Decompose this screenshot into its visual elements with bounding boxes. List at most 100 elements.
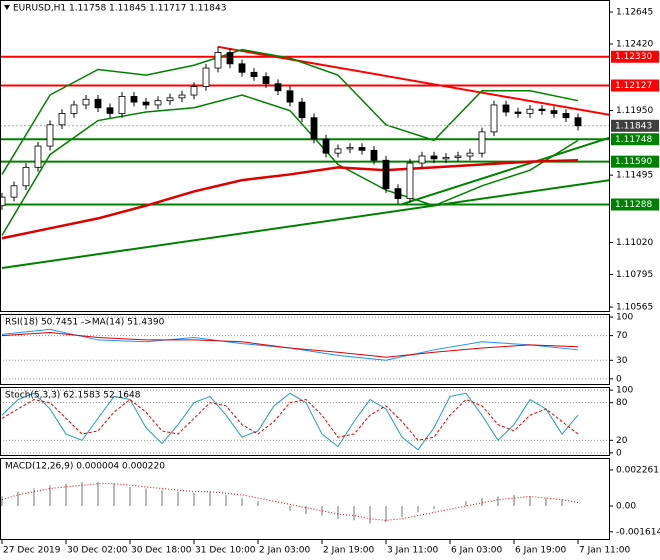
candle-body (130, 96, 138, 103)
level-box (611, 79, 659, 92)
candle-body (190, 86, 198, 96)
line (1, 483, 579, 521)
candle-body (154, 100, 162, 106)
candle-body (214, 52, 222, 69)
candle-body (442, 157, 450, 160)
candle-body (58, 113, 66, 126)
line (1, 392, 579, 451)
x-tick-label: 2 Jan 19:00 (323, 546, 375, 556)
y-tick-label: -0.001614 (616, 527, 660, 537)
y-tick-label: 1.11950 (616, 106, 653, 116)
x-tick-label: 30 Dec 02:00 (67, 546, 128, 556)
candle-body (502, 104, 510, 113)
candle-body (514, 111, 522, 114)
level-box (611, 50, 659, 63)
line (1, 398, 579, 441)
macd-panel (1, 482, 579, 524)
level-box (611, 133, 659, 146)
stoch-panel (0, 389, 610, 454)
x-tick-label: 3 Jan 11:00 (387, 546, 439, 556)
candle-body (34, 145, 42, 168)
x-tick-label: 6 Jan 03:00 (451, 546, 503, 556)
candle-body (82, 98, 90, 106)
panel-frame (0, 387, 610, 456)
candle-body (418, 155, 426, 164)
panel-title: EURUSD,H1 1.11758 1.11845 1.11717 1.1184… (13, 4, 226, 14)
candle-body (322, 138, 330, 154)
candle-body (346, 147, 354, 150)
candle-body (22, 166, 30, 187)
symbol-icon (4, 5, 10, 10)
candle-body (574, 117, 582, 127)
x-tick-label: 7 Jan 11:00 (579, 546, 631, 556)
y-tick-label: 1.10565 (616, 303, 653, 313)
panel-title: MACD(12,26,9) 0.000004 0.000220 (5, 462, 165, 472)
rsi-panel (0, 316, 610, 380)
panel-frame (0, 0, 610, 312)
x-tick-label: 6 Jan 19:00 (515, 546, 567, 556)
candle-body (106, 107, 114, 114)
level-box (611, 155, 659, 168)
candle-body (550, 110, 558, 114)
candle-body (370, 149, 378, 161)
y-tick-label: 100 (616, 313, 633, 323)
y-tick-label: 0.00 (616, 502, 636, 512)
level-label: 1.11590 (615, 157, 652, 167)
line (1, 159, 579, 240)
candle-body (0, 196, 6, 207)
candle-body (406, 162, 414, 199)
candle-body (538, 108, 546, 112)
x-tick-label: 27 Dec 2019 (3, 546, 61, 556)
candle-body (274, 83, 282, 92)
y-tick-label: 30 (616, 356, 628, 366)
level-label: 1.12127 (615, 81, 652, 91)
panel-frame (0, 314, 610, 385)
last-price-label: 1.11843 (615, 121, 652, 131)
y-tick-label: 1.12420 (616, 39, 653, 49)
axes: 1.12645 1.12420 1.11950 1.11495 1.11020 1.107… (1, 8, 660, 556)
level-label: 1.11748 (615, 135, 652, 145)
y-tick-label: 1.12645 (616, 8, 653, 18)
candle-body (382, 159, 390, 190)
candle-body (466, 152, 474, 157)
y-tick-label: 1.10795 (616, 270, 653, 280)
panel-title: RSI(18) 50.7451 ->MA(14) 51.4390 (5, 318, 165, 328)
y-tick-label: 80 (616, 398, 628, 408)
y-tick-label: 1.11020 (616, 238, 653, 248)
candle-body (142, 101, 150, 106)
candle-body (70, 104, 78, 114)
panel-title: Stoch(5,3,3) 62.1583 52.1648 (5, 391, 141, 401)
line (1, 179, 610, 270)
candle-body (454, 155, 462, 158)
candle-body (298, 101, 306, 119)
candle-body (46, 124, 54, 147)
level-label: 1.12330 (615, 52, 652, 62)
candle-body (394, 188, 402, 199)
level-label: 1.11288 (615, 200, 652, 210)
candle-body (202, 67, 210, 87)
candle-body (478, 131, 486, 154)
candle-body (562, 113, 570, 119)
y-tick-label: 100 (616, 386, 633, 396)
candle-body (10, 185, 18, 198)
line (217, 45, 610, 116)
line (1, 332, 579, 358)
line (401, 136, 610, 206)
candle-body (430, 155, 438, 160)
y-tick-label: 0 (616, 374, 622, 384)
price-panel (0, 45, 610, 270)
candle-body (178, 94, 186, 99)
line (1, 48, 579, 175)
candle-body (94, 98, 102, 109)
candle-body (166, 97, 174, 102)
y-tick-label: 70 (616, 331, 628, 341)
panel-frame (0, 458, 610, 540)
candle-body (250, 71, 258, 77)
candle-body (286, 90, 294, 103)
candle-body (118, 96, 126, 114)
x-tick-label: 30 Dec 18:00 (131, 546, 192, 556)
candle-body (490, 104, 498, 133)
candle-body (526, 108, 534, 114)
y-tick-label: 0.002261 (616, 465, 659, 475)
